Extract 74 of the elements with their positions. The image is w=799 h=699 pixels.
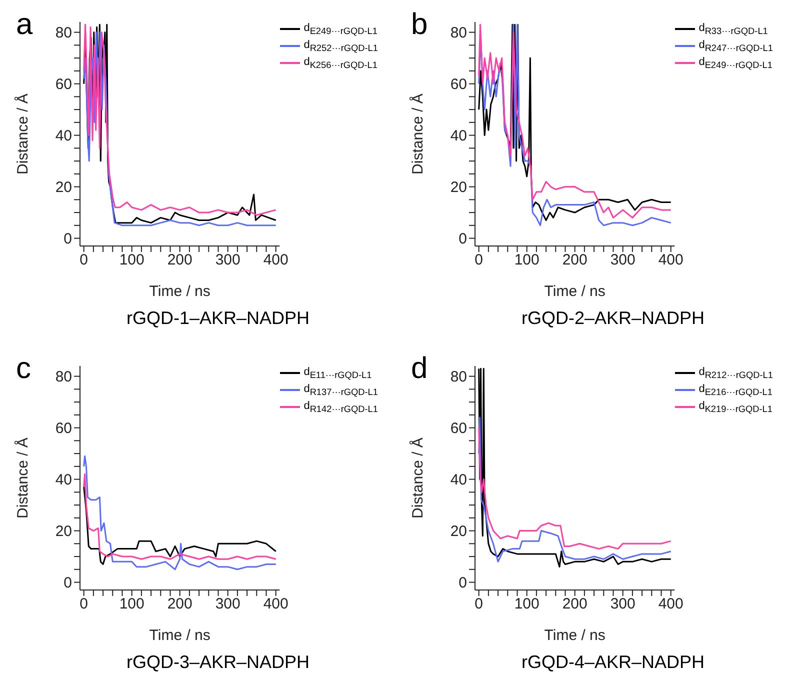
text: c [16, 352, 31, 386]
legend-label: d$_{K219···rGQD-L1}$ [698, 400, 772, 415]
line-series [478, 416, 672, 562]
legend-label: d$_{R142···rGQD-L1}$ [304, 400, 378, 415]
y-tick-label: 80 [450, 368, 467, 386]
x-tick-label: 0 [474, 596, 484, 613]
legend-label: d$_{E216···rGQD-L1}$ [698, 383, 772, 398]
y-tick-label: 40 [450, 472, 467, 489]
y-tick-label: 20 [450, 523, 467, 540]
y-axis-title: Distance / Å [408, 438, 426, 518]
legend-label: d$_{K256···rGQD-L1}$ [304, 56, 378, 71]
y-tick-label: 0 [458, 574, 467, 592]
x-tick-label: 100 [514, 596, 540, 613]
line-series [478, 427, 672, 550]
x-tick-label: 300 [610, 252, 636, 269]
y-axis-title: Distance / Å [13, 94, 32, 174]
line-series [83, 473, 277, 560]
x-axis-title: Time / ns [544, 283, 606, 300]
y-tick-label: 40 [55, 472, 72, 489]
x-tick-label: 300 [215, 596, 240, 613]
legend-label: d$_{R252···rGQD-L1}$ [304, 39, 378, 54]
y-tick-label: 60 [55, 420, 72, 438]
x-tick-label: 300 [610, 596, 636, 613]
x-tick-label: 300 [215, 252, 240, 269]
text: d [411, 352, 428, 386]
line-series [83, 455, 277, 570]
y-tick-label: 60 [450, 420, 467, 438]
y-tick-label: 0 [64, 230, 72, 248]
x-axis-title: Time / ns [149, 627, 210, 644]
y-tick-label: 20 [450, 179, 467, 196]
x-tick-label: 0 [80, 596, 88, 613]
x-tick-label: 100 [514, 252, 540, 269]
x-tick-label: 400 [263, 596, 288, 613]
y-tick-label: 20 [55, 179, 72, 196]
y-tick-label: 80 [55, 368, 72, 386]
text: a [16, 8, 33, 42]
y-tick-label: 80 [450, 24, 467, 42]
x-axis-title: Time / ns [149, 283, 210, 300]
text: rGQD-3–AKR–NADPH [125, 652, 311, 673]
x-tick-label: 200 [167, 252, 192, 269]
x-tick-label: 100 [119, 252, 144, 269]
text: b [411, 8, 428, 42]
y-axis-title: Distance / Å [13, 438, 32, 518]
text: rGQD-4–AKR–NADPH [520, 652, 706, 673]
y-tick-label: 60 [55, 76, 72, 94]
y-tick-label: 80 [55, 24, 72, 42]
y-tick-label: 40 [55, 128, 72, 145]
legend-label: d$_{R212···rGQD-L1}$ [698, 366, 773, 380]
x-tick-label: 400 [658, 252, 684, 269]
x-tick-label: 200 [562, 596, 588, 613]
legend-label: d$_{R33···rGQD-L1}$ [698, 22, 768, 36]
text: rGQD-2–AKR–NADPH [520, 308, 706, 329]
x-tick-label: 200 [167, 596, 192, 613]
x-tick-label: 400 [658, 596, 684, 613]
x-tick-label: 0 [474, 252, 484, 269]
x-tick-label: 100 [119, 596, 144, 613]
y-tick-label: 0 [458, 230, 467, 248]
line-series [83, 486, 277, 566]
y-tick-label: 0 [64, 574, 72, 592]
x-tick-label: 200 [562, 252, 588, 269]
legend-label: d$_{R247···rGQD-L1}$ [698, 39, 773, 54]
x-tick-label: 400 [263, 252, 288, 269]
x-axis-title: Time / ns [544, 627, 606, 644]
text: rGQD-1–AKR–NADPH [125, 308, 311, 329]
y-tick-label: 40 [450, 128, 467, 145]
legend-label: d$_{R137···rGQD-L1}$ [304, 383, 378, 398]
legend-label: d$_{E249···rGQD-L1}$ [698, 56, 772, 71]
y-tick-label: 20 [55, 523, 72, 540]
x-tick-label: 0 [80, 252, 88, 269]
legend-label: d$_{E11···rGQD-L1}$ [304, 366, 372, 380]
legend-label: d$_{E249···rGQD-L1}$ [304, 22, 378, 36]
line-series [478, 368, 672, 568]
y-axis-title: Distance / Å [408, 94, 426, 174]
y-tick-label: 60 [450, 76, 467, 94]
